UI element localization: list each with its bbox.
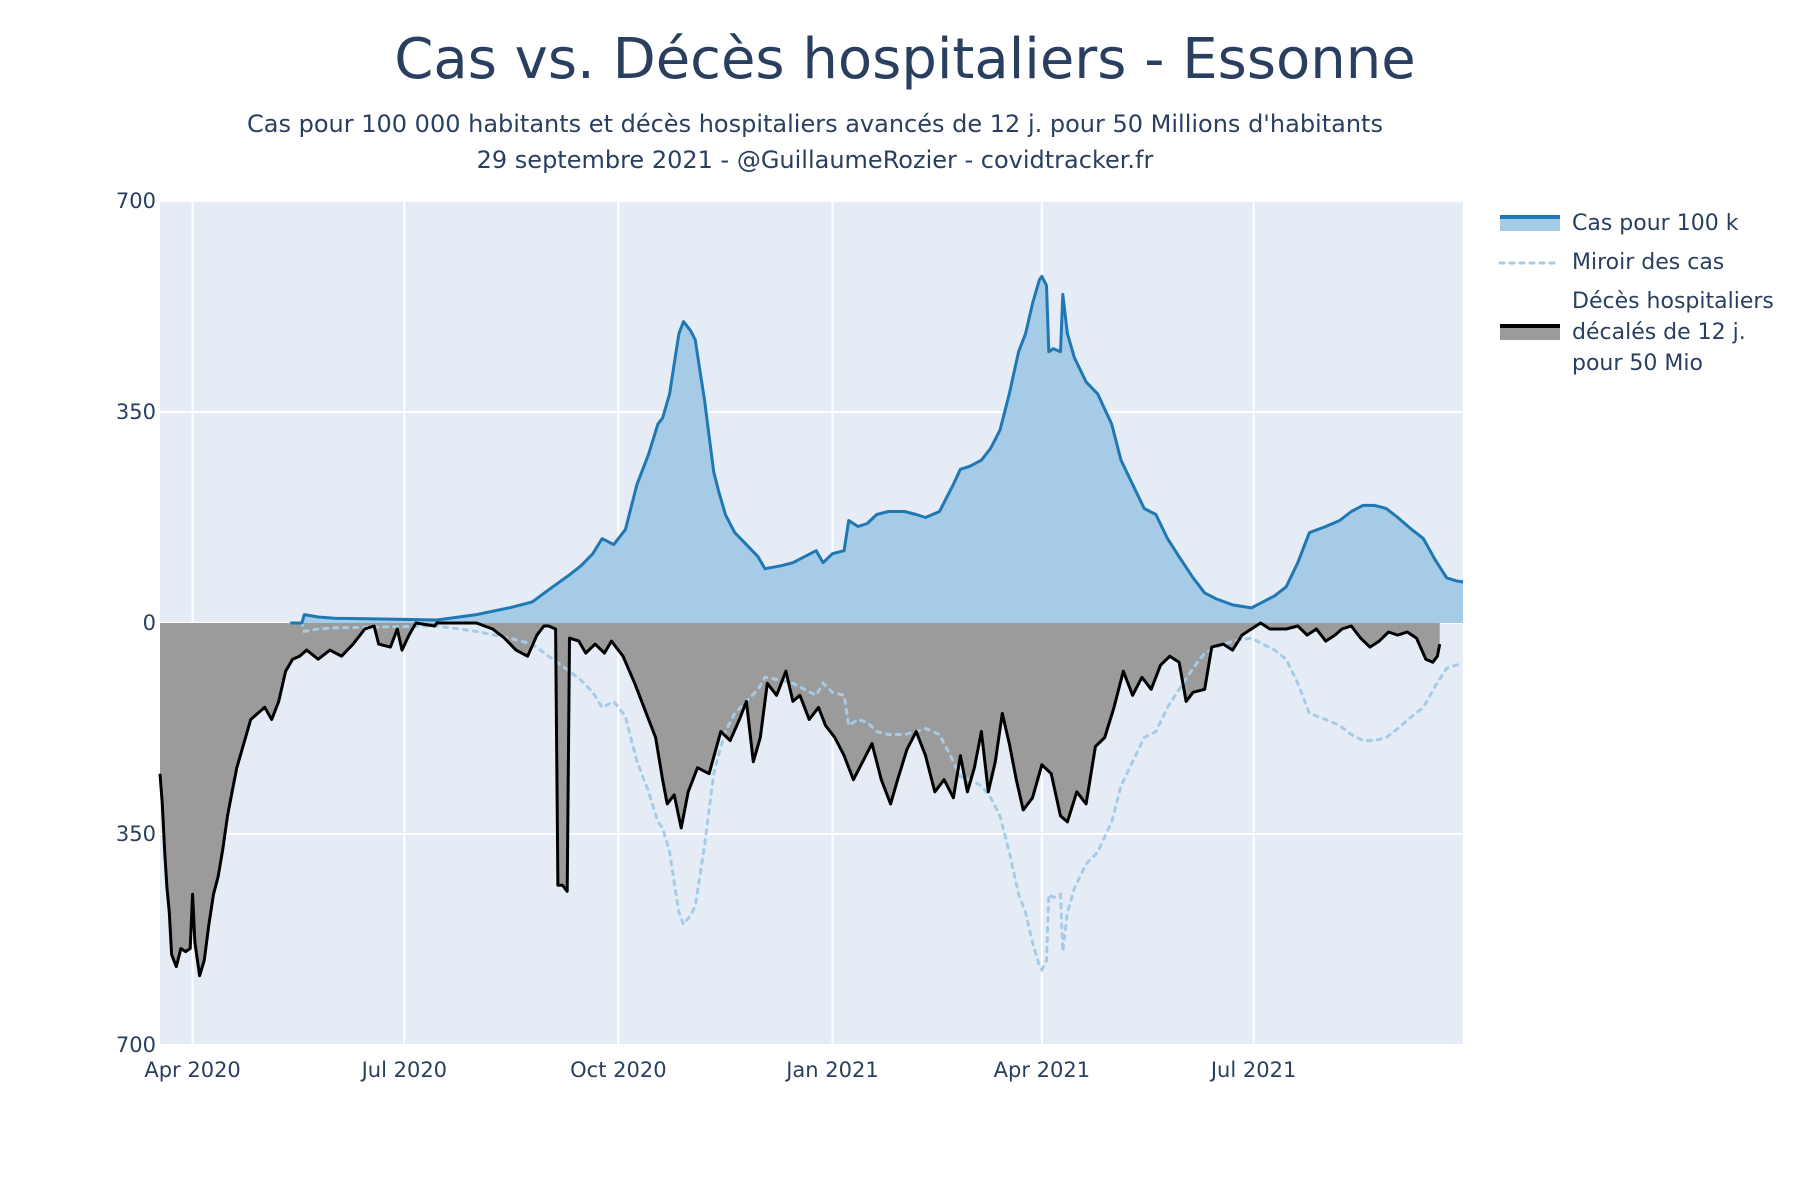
y-tick-label: 700 bbox=[116, 1033, 156, 1057]
legend-label: décalés de 12 j. bbox=[1572, 320, 1746, 345]
chart-titles: Cas vs. Décès hospitaliers - Essonne Cas… bbox=[247, 27, 1416, 174]
x-tick-label: Jul 2020 bbox=[360, 1058, 447, 1082]
legend-swatch-fill bbox=[1500, 217, 1560, 231]
deaths-area bbox=[160, 623, 1440, 976]
legend-item: Miroir des cas bbox=[1498, 250, 1724, 275]
x-tick-label: Oct 2020 bbox=[570, 1058, 666, 1082]
legend-label: Cas pour 100 k bbox=[1572, 211, 1739, 236]
legend-item: Décès hospitaliers décalés de 12 j. pour 5… bbox=[1500, 289, 1774, 376]
cases-line bbox=[290, 274, 1464, 625]
legend-swatch-fill bbox=[1500, 326, 1560, 340]
deaths-line bbox=[158, 621, 1442, 978]
x-tick-label: Jul 2021 bbox=[1209, 1058, 1296, 1082]
chart-subtitle-line-1: Cas pour 100 000 habitants et décès hosp… bbox=[247, 110, 1383, 138]
y-tick-label: 350 bbox=[116, 822, 156, 846]
chart-subtitle-line-2: 29 septembre 2021 - @GuillaumeRozier - c… bbox=[477, 146, 1154, 174]
chart-title: Cas vs. Décès hospitaliers - Essonne bbox=[394, 27, 1415, 92]
x-tick-label: Apr 2020 bbox=[144, 1058, 240, 1082]
x-axis: Apr 2020 Jul 2020 Oct 2020 Jan 2021 Apr 2021… bbox=[144, 1058, 1296, 1082]
legend-label: pour 50 Mio bbox=[1572, 351, 1703, 376]
legend-item: Cas pour 100 k bbox=[1500, 211, 1739, 236]
legend-label: Miroir des cas bbox=[1572, 250, 1724, 275]
plot-area bbox=[158, 200, 1465, 1046]
y-tick-label: 350 bbox=[116, 400, 156, 424]
legend: Cas pour 100 k Miroir des cas Décès hospit… bbox=[1498, 211, 1774, 376]
x-tick-label: Apr 2021 bbox=[994, 1058, 1090, 1082]
legend-label: Décès hospitaliers bbox=[1572, 289, 1774, 314]
y-axis: 700 350 0 350 700 bbox=[116, 189, 156, 1057]
mirror-cases-line bbox=[288, 621, 1465, 973]
cases-area bbox=[290, 276, 1463, 623]
x-tick-label: Jan 2021 bbox=[784, 1058, 879, 1082]
y-tick-label: 700 bbox=[116, 189, 156, 213]
y-tick-label: 0 bbox=[143, 611, 156, 635]
